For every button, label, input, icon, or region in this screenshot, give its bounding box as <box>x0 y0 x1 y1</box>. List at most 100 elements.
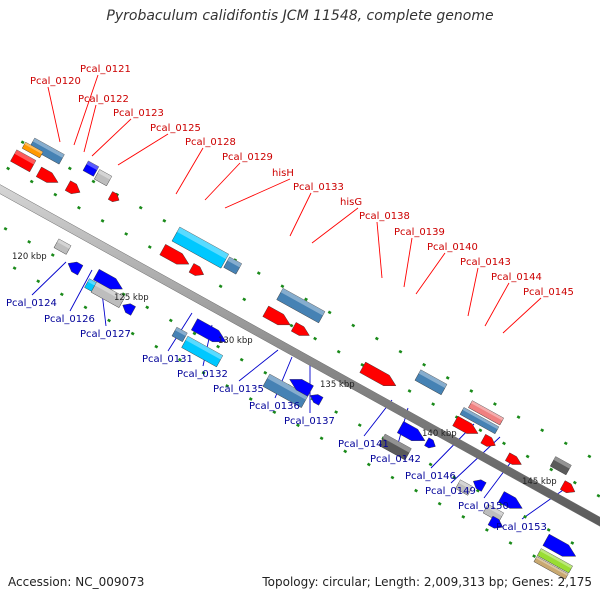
genome-summary-text: Topology: circular; Length: 2,009,313 bp… <box>262 575 592 589</box>
gene-highlight <box>175 327 188 337</box>
gene-red <box>452 415 479 434</box>
gene-label-pcal-0141: Pcal_0141 <box>338 439 389 450</box>
gene-red <box>35 166 59 183</box>
gene-arrow <box>64 180 81 194</box>
scale-tick <box>304 297 308 302</box>
scale-tick <box>414 488 418 493</box>
scale-tick <box>53 192 58 197</box>
gene-grey <box>482 503 505 522</box>
scale-tick <box>29 179 34 184</box>
gene-steel <box>459 407 500 435</box>
gene-blue <box>93 268 123 290</box>
gene-body <box>549 456 572 476</box>
scale-tick <box>563 441 568 446</box>
scale-tick <box>77 205 81 210</box>
scale-tick <box>67 166 72 171</box>
scale-tick <box>492 402 497 406</box>
scale-tick <box>445 375 450 380</box>
gene-red <box>107 191 120 203</box>
gene-body <box>468 400 505 426</box>
gene-blue <box>487 515 503 529</box>
scale-tick <box>334 410 339 414</box>
gene-label-pcal-0132: Pcal_0132 <box>177 369 228 380</box>
scale-tick <box>313 336 318 341</box>
scale-tick <box>130 331 135 336</box>
gene-blue <box>82 160 100 177</box>
scale-tick <box>484 528 489 532</box>
scale-tick <box>390 475 395 480</box>
gene-label-pcal-0131: Pcal_0131 <box>142 354 193 365</box>
scale-tick <box>319 436 324 441</box>
gene-body <box>537 548 573 574</box>
scale-tick <box>256 271 261 276</box>
gene-label-pcal-0138: Pcal_0138 <box>359 211 410 222</box>
leader-line <box>238 349 279 382</box>
scale-label: 125 kbp <box>114 293 149 303</box>
gene-highlight <box>185 336 223 360</box>
gene-arrow <box>359 361 397 386</box>
gene-orange <box>21 141 44 159</box>
leader-line <box>467 267 479 317</box>
gene-arrow <box>35 166 59 183</box>
gene-label-pcal-0135: Pcal_0135 <box>213 384 264 395</box>
gene-label-pcal-0133: Pcal_0133 <box>293 182 344 193</box>
gene-blue <box>424 437 436 449</box>
leader-line <box>117 133 169 166</box>
gene-label-pcal-0146: Pcal_0146 <box>405 471 456 482</box>
scale-tick <box>162 218 167 223</box>
scale-tick <box>475 488 480 493</box>
leader-line <box>483 457 515 499</box>
scale-tick <box>147 245 152 249</box>
scale-tick <box>532 554 537 558</box>
gene-arrow <box>310 394 324 406</box>
gene-dark-grey <box>378 433 412 461</box>
scale-label: 130 kbp <box>218 336 253 346</box>
scale-tick <box>469 389 474 393</box>
leader-line <box>91 118 132 157</box>
gene-highlight <box>267 374 309 400</box>
gene-highlight <box>418 369 447 388</box>
scale-tick <box>91 179 96 184</box>
gene-body <box>378 433 412 461</box>
gene-arrow <box>122 303 136 316</box>
gene-features <box>10 137 577 580</box>
gene-red <box>10 149 37 173</box>
gene-highlight <box>458 479 473 490</box>
gene-label-pcal-0127: Pcal_0127 <box>80 329 131 340</box>
scale-tick <box>428 462 433 467</box>
gene-body <box>171 326 188 343</box>
leader-line <box>403 237 413 288</box>
scale-tick <box>242 297 247 302</box>
gene-steel <box>171 326 188 343</box>
gene-body <box>459 407 500 435</box>
gene-highlight <box>57 238 72 249</box>
gene-body <box>276 287 326 324</box>
gene-highlight <box>553 456 572 469</box>
backbone <box>0 184 600 527</box>
scale-tick <box>192 331 197 336</box>
scale-tick <box>107 318 112 323</box>
gene-red <box>359 361 397 386</box>
gene-body <box>21 141 44 159</box>
gene-body <box>181 335 224 368</box>
gene-arrow <box>67 261 84 276</box>
gene-arrow <box>262 305 291 326</box>
scale-tick <box>374 336 379 341</box>
gene-highlight <box>280 288 325 316</box>
scale-tick <box>516 415 521 419</box>
gene-red <box>480 434 496 447</box>
gene-blue <box>498 491 523 509</box>
scale-tick <box>431 402 436 406</box>
scale-tick <box>263 370 268 375</box>
scale-tick <box>343 449 348 454</box>
gene-arrow <box>542 533 577 557</box>
leader-line <box>47 86 61 143</box>
gene-blue <box>473 479 487 492</box>
scale-tick <box>145 305 150 310</box>
gene-arrow <box>190 318 227 343</box>
scale-tick <box>100 218 105 223</box>
gene-highlight <box>14 149 36 165</box>
gene-grey <box>90 281 126 308</box>
scale-tick <box>154 344 159 349</box>
scale-tick <box>239 357 244 362</box>
